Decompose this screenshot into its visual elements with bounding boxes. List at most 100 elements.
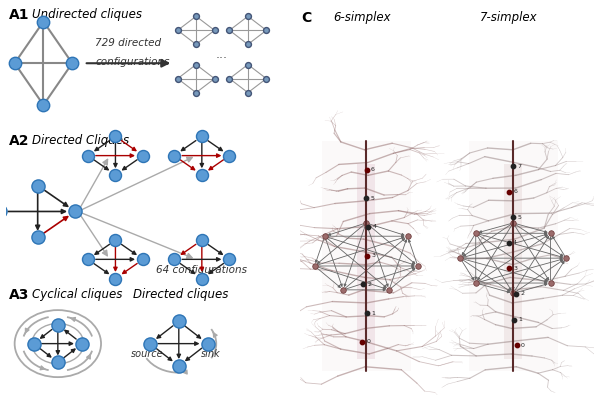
Point	[243, 13, 253, 20]
Point	[53, 322, 62, 328]
Point	[471, 230, 481, 237]
Point	[174, 363, 184, 369]
Text: C: C	[301, 11, 312, 25]
Point	[197, 172, 206, 178]
Point	[508, 220, 518, 226]
Point	[508, 214, 518, 221]
Point	[511, 291, 521, 297]
Point	[455, 255, 465, 261]
Point	[504, 240, 514, 246]
Text: 0: 0	[366, 340, 370, 344]
Point	[385, 286, 394, 293]
Text: 6: 6	[514, 190, 517, 194]
Point	[546, 280, 556, 286]
Point	[243, 41, 253, 47]
Point	[361, 220, 371, 226]
Text: 2: 2	[368, 282, 371, 287]
Text: 729 directed: 729 directed	[95, 38, 161, 48]
Point	[67, 60, 77, 66]
Point	[243, 89, 253, 96]
FancyBboxPatch shape	[505, 164, 522, 359]
Point	[210, 75, 220, 82]
Text: ...: ...	[216, 48, 228, 61]
Point	[169, 256, 179, 263]
Text: 3: 3	[372, 253, 376, 258]
Point	[191, 41, 201, 47]
Point	[561, 255, 571, 261]
Text: 5: 5	[371, 196, 374, 201]
Point	[83, 256, 92, 263]
Point	[362, 253, 372, 259]
Point	[203, 340, 212, 347]
Point	[504, 265, 514, 272]
Text: 1: 1	[518, 317, 523, 322]
Point	[33, 182, 43, 189]
Point	[361, 195, 371, 201]
Point	[504, 189, 514, 195]
Point	[262, 75, 271, 82]
Point	[509, 316, 519, 323]
Point	[338, 286, 348, 293]
Point	[110, 133, 120, 140]
Point	[262, 27, 271, 34]
Text: configurations: configurations	[95, 57, 170, 67]
Point	[546, 230, 556, 237]
Text: 4: 4	[513, 241, 517, 245]
Point	[197, 133, 206, 140]
Point	[10, 60, 19, 66]
Point	[173, 27, 182, 34]
Point	[169, 152, 179, 159]
Point	[320, 233, 329, 239]
Text: A2: A2	[9, 134, 29, 148]
Point	[210, 27, 220, 34]
Point	[33, 234, 43, 241]
Point	[110, 237, 120, 243]
Point	[310, 263, 319, 269]
Text: Directed Cliques: Directed Cliques	[32, 134, 129, 147]
Point	[29, 340, 38, 347]
Point	[224, 152, 234, 159]
Text: Undirected cliques: Undirected cliques	[32, 8, 142, 22]
Text: 64 configurations: 64 configurations	[156, 265, 247, 275]
Point	[471, 280, 481, 286]
Point	[191, 13, 201, 20]
Text: 4: 4	[373, 225, 377, 229]
Point	[110, 275, 120, 282]
Point	[362, 166, 371, 173]
Point	[191, 89, 201, 96]
Text: Directed cliques: Directed cliques	[133, 288, 228, 301]
Point	[110, 172, 120, 178]
Point	[77, 340, 87, 347]
Text: A1: A1	[9, 8, 29, 22]
Text: source: source	[131, 349, 163, 359]
Point	[145, 340, 155, 347]
Point	[224, 27, 234, 34]
Point	[364, 224, 373, 230]
Point	[358, 281, 368, 288]
Text: 6: 6	[371, 167, 375, 172]
Point	[70, 208, 80, 215]
Point	[403, 233, 412, 239]
FancyBboxPatch shape	[322, 141, 410, 371]
Point	[53, 359, 62, 365]
Text: 1: 1	[371, 311, 375, 316]
Point	[0, 208, 5, 215]
Text: A3: A3	[9, 288, 29, 302]
FancyBboxPatch shape	[469, 141, 557, 371]
Text: sink: sink	[200, 349, 220, 359]
Text: 0: 0	[521, 343, 525, 348]
Text: 2: 2	[520, 292, 524, 296]
Point	[413, 263, 422, 269]
Point	[508, 290, 518, 296]
Point	[38, 102, 48, 108]
Point	[512, 342, 521, 348]
Point	[191, 61, 201, 68]
Text: 5: 5	[518, 215, 521, 220]
Point	[224, 256, 234, 263]
Point	[138, 152, 148, 159]
Point	[508, 163, 518, 170]
Point	[243, 61, 253, 68]
Text: 6-simplex: 6-simplex	[333, 11, 391, 24]
FancyBboxPatch shape	[358, 164, 375, 359]
Point	[197, 237, 206, 243]
